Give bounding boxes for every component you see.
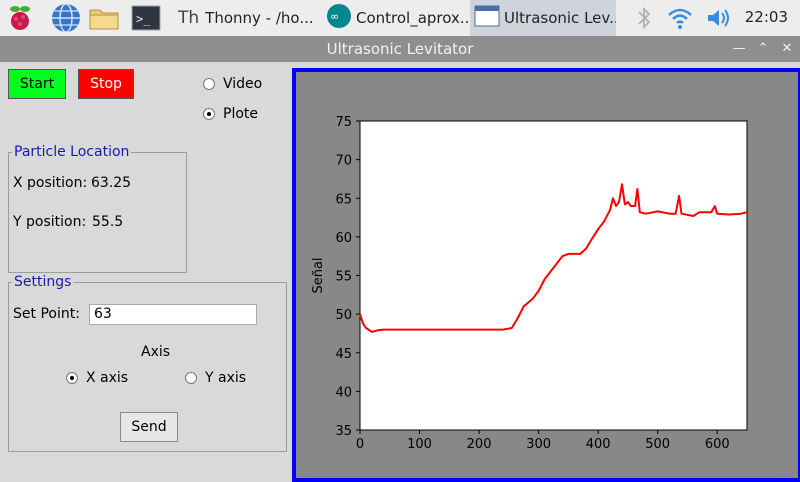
y-tick-label: 75 <box>335 115 352 130</box>
send-button[interactable]: Send <box>120 412 178 442</box>
y-tick-label: 35 <box>335 424 352 439</box>
settings-group <box>8 282 287 452</box>
y-position-value: 55.5 <box>92 214 124 230</box>
task-label: Control_aprox... <box>356 9 468 27</box>
terminal-icon[interactable]: >_ <box>130 2 162 34</box>
raspberry-menu-icon[interactable] <box>4 2 36 34</box>
y-tick-label: 65 <box>335 192 352 207</box>
y-tick-label: 50 <box>335 308 352 323</box>
arduino-icon: ∞ <box>326 3 352 33</box>
y-tick-label: 70 <box>335 154 352 169</box>
y-axis-label: Señal <box>311 257 326 293</box>
task-label: Thonny - /ho... <box>205 9 314 27</box>
y-tick-label: 55 <box>335 270 352 285</box>
clock[interactable]: 22:03 <box>744 8 788 26</box>
minimize-icon[interactable]: — <box>732 41 746 56</box>
task-levitator[interactable]: Ultrasonic Lev... <box>470 0 616 36</box>
x-position-label: X position: <box>13 175 88 191</box>
window-title: Ultrasonic Levitator <box>326 40 474 58</box>
x-tick-label: 300 <box>526 437 551 452</box>
mode-label: Video <box>223 76 263 92</box>
window-titlebar[interactable]: Ultrasonic Levitator — ⌃ ✕ <box>0 36 800 62</box>
axis-radio-x[interactable]: X axis <box>66 370 128 386</box>
stop-button[interactable]: Stop <box>78 69 134 99</box>
x-tick-label: 200 <box>467 437 492 452</box>
window-icon <box>474 3 500 33</box>
axis-radio-y[interactable]: Y axis <box>185 370 246 386</box>
wifi-icon[interactable] <box>664 2 696 34</box>
maximize-icon[interactable]: ⌃ <box>757 41 769 56</box>
plot-panel: 0 100 200 300 400 500 600 35 40 45 50 55 60 65 70 75 Señ… <box>292 68 800 482</box>
mode-radio-video[interactable]: Video <box>203 76 262 92</box>
start-button[interactable]: Start <box>8 69 66 99</box>
x-tick-label: 0 <box>356 437 364 452</box>
web-browser-icon[interactable] <box>50 2 82 34</box>
set-point-label: Set Point: <box>13 306 80 322</box>
thonny-icon: Th <box>178 8 200 28</box>
plot-area <box>359 120 748 431</box>
axis-option-label: Y axis <box>205 370 247 386</box>
y-tick-label: 60 <box>335 231 352 246</box>
volume-icon[interactable] <box>702 2 734 34</box>
mode-label: Plote <box>223 106 258 122</box>
axis-option-label: X axis <box>86 370 129 386</box>
y-tick-label: 45 <box>335 347 352 362</box>
task-thonny[interactable]: Th Thonny - /ho... <box>172 0 320 36</box>
signal-line <box>359 183 748 333</box>
svg-text:>_: >_ <box>136 12 151 26</box>
axis-label: Axis <box>141 344 171 360</box>
x-tick-label: 400 <box>586 437 611 452</box>
file-manager-icon[interactable] <box>88 2 120 34</box>
particle-location-title: Particle Location <box>12 144 132 160</box>
x-tick-label: 600 <box>705 437 730 452</box>
radio-indicator[interactable] <box>185 372 197 384</box>
y-position-label: Y position: <box>13 214 87 230</box>
particle-location-group <box>8 152 187 273</box>
task-label: Ultrasonic Lev... <box>504 9 616 27</box>
mode-radio-plote[interactable]: Plote <box>203 106 258 122</box>
bluetooth-icon[interactable] <box>628 2 660 34</box>
radio-indicator[interactable] <box>203 78 215 90</box>
x-position-value: 63.25 <box>91 175 132 191</box>
settings-title: Settings <box>12 274 74 290</box>
radio-indicator[interactable] <box>203 108 215 120</box>
set-point-input[interactable]: 63 <box>89 304 257 325</box>
taskbar: >_ Th Thonny - /ho... ∞ Control_aprox...… <box>0 0 800 37</box>
x-tick-label: 500 <box>645 437 670 452</box>
svg-text:∞: ∞ <box>330 10 339 23</box>
close-icon[interactable]: ✕ <box>781 41 793 56</box>
task-arduino[interactable]: ∞ Control_aprox... <box>322 0 468 36</box>
radio-indicator[interactable] <box>66 372 78 384</box>
y-tick-label: 40 <box>335 385 352 400</box>
x-tick-label: 100 <box>407 437 432 452</box>
signal-chart: 0 100 200 300 400 500 600 35 40 45 50 55 60 65 70 75 Señ… <box>311 115 748 452</box>
